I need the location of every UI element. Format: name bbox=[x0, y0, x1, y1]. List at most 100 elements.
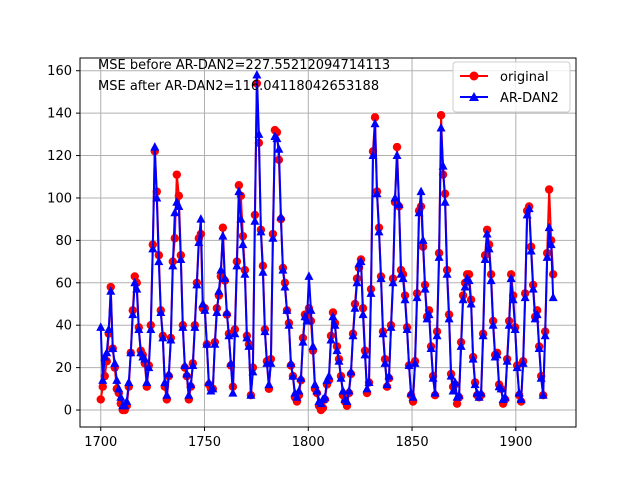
data-point bbox=[456, 341, 466, 350]
data-point bbox=[370, 113, 380, 122]
data-point bbox=[426, 343, 436, 353]
data-point bbox=[226, 358, 236, 367]
data-point bbox=[376, 273, 386, 283]
data-point bbox=[216, 265, 226, 274]
x-tick-label: 1900 bbox=[499, 435, 532, 450]
data-point bbox=[298, 337, 308, 346]
data-point bbox=[338, 385, 348, 395]
data-point bbox=[154, 256, 164, 266]
data-point bbox=[446, 371, 456, 380]
data-point bbox=[152, 192, 162, 202]
data-point bbox=[306, 305, 316, 314]
legend-box bbox=[452, 61, 571, 113]
y-tick-label: 140 bbox=[47, 107, 72, 122]
data-point bbox=[358, 309, 368, 319]
data-point bbox=[124, 377, 134, 386]
data-point bbox=[342, 396, 352, 406]
data-point bbox=[164, 368, 174, 378]
data-point bbox=[174, 191, 184, 201]
data-point bbox=[478, 330, 488, 340]
data-point bbox=[294, 385, 304, 395]
data-point bbox=[544, 222, 554, 232]
data-point bbox=[352, 277, 362, 287]
data-point bbox=[128, 309, 138, 319]
data-point bbox=[304, 271, 314, 280]
data-point bbox=[454, 390, 464, 399]
data-point bbox=[148, 243, 158, 253]
data-point bbox=[248, 366, 258, 376]
data-point bbox=[204, 377, 214, 386]
data-point bbox=[374, 226, 384, 236]
data-point bbox=[194, 237, 204, 246]
data-point bbox=[160, 377, 170, 386]
data-point bbox=[438, 161, 448, 170]
data-point bbox=[320, 392, 330, 401]
x-tick-label: 1850 bbox=[396, 435, 429, 450]
data-point bbox=[516, 394, 526, 403]
annotation-mse-after: MSE after AR-DAN2=116.04118042653188 bbox=[98, 79, 379, 94]
data-point bbox=[272, 133, 282, 143]
data-point bbox=[250, 216, 260, 225]
data-point bbox=[484, 243, 494, 253]
data-point bbox=[366, 288, 376, 297]
data-point bbox=[466, 299, 476, 308]
data-point bbox=[208, 383, 218, 393]
data-point bbox=[432, 330, 442, 340]
data-point bbox=[518, 358, 528, 367]
data-point bbox=[392, 142, 402, 152]
data-point bbox=[190, 322, 200, 331]
data-point bbox=[418, 235, 428, 244]
data-point bbox=[276, 212, 286, 221]
data-point bbox=[222, 307, 232, 316]
data-point bbox=[212, 307, 222, 316]
data-point bbox=[268, 233, 278, 242]
data-point bbox=[524, 203, 534, 213]
data-point bbox=[192, 279, 202, 289]
data-point bbox=[460, 282, 470, 291]
data-point bbox=[266, 358, 276, 367]
data-point bbox=[344, 385, 354, 395]
data-point bbox=[130, 277, 140, 287]
data-point bbox=[452, 399, 462, 408]
data-point bbox=[102, 347, 112, 357]
data-point bbox=[260, 326, 270, 336]
data-point bbox=[112, 375, 122, 384]
data-point bbox=[264, 379, 274, 389]
data-point bbox=[252, 69, 262, 79]
data-point bbox=[218, 231, 228, 240]
data-point bbox=[238, 239, 248, 249]
data-point bbox=[476, 388, 486, 397]
data-point bbox=[350, 303, 360, 312]
data-point bbox=[202, 339, 212, 348]
legend-ar-dan2-label: AR-DAN2 bbox=[500, 91, 559, 106]
x-tick-label: 1800 bbox=[292, 435, 325, 450]
data-point bbox=[420, 284, 430, 293]
data-point bbox=[134, 324, 144, 333]
series-layer bbox=[96, 69, 558, 415]
y-tick-label: 60 bbox=[55, 276, 72, 291]
data-point bbox=[284, 320, 294, 329]
data-point bbox=[502, 356, 512, 365]
data-point bbox=[380, 358, 390, 367]
data-point bbox=[394, 199, 404, 208]
data-point bbox=[500, 392, 510, 401]
data-point bbox=[440, 197, 450, 206]
data-point bbox=[324, 371, 334, 380]
data-point bbox=[234, 186, 244, 196]
data-point bbox=[166, 335, 176, 344]
data-point bbox=[274, 144, 284, 153]
data-point bbox=[156, 307, 166, 316]
data-point bbox=[388, 277, 398, 287]
data-point bbox=[158, 332, 168, 342]
data-point bbox=[218, 223, 228, 232]
y-tick-label: 160 bbox=[47, 64, 72, 79]
x-tick-label: 1750 bbox=[188, 435, 221, 450]
data-point bbox=[370, 118, 380, 128]
data-point bbox=[130, 272, 139, 281]
data-point bbox=[544, 185, 554, 194]
data-point bbox=[302, 315, 312, 325]
data-point bbox=[174, 201, 184, 210]
data-point bbox=[436, 111, 446, 120]
data-point bbox=[288, 371, 298, 380]
data-point bbox=[390, 192, 400, 202]
